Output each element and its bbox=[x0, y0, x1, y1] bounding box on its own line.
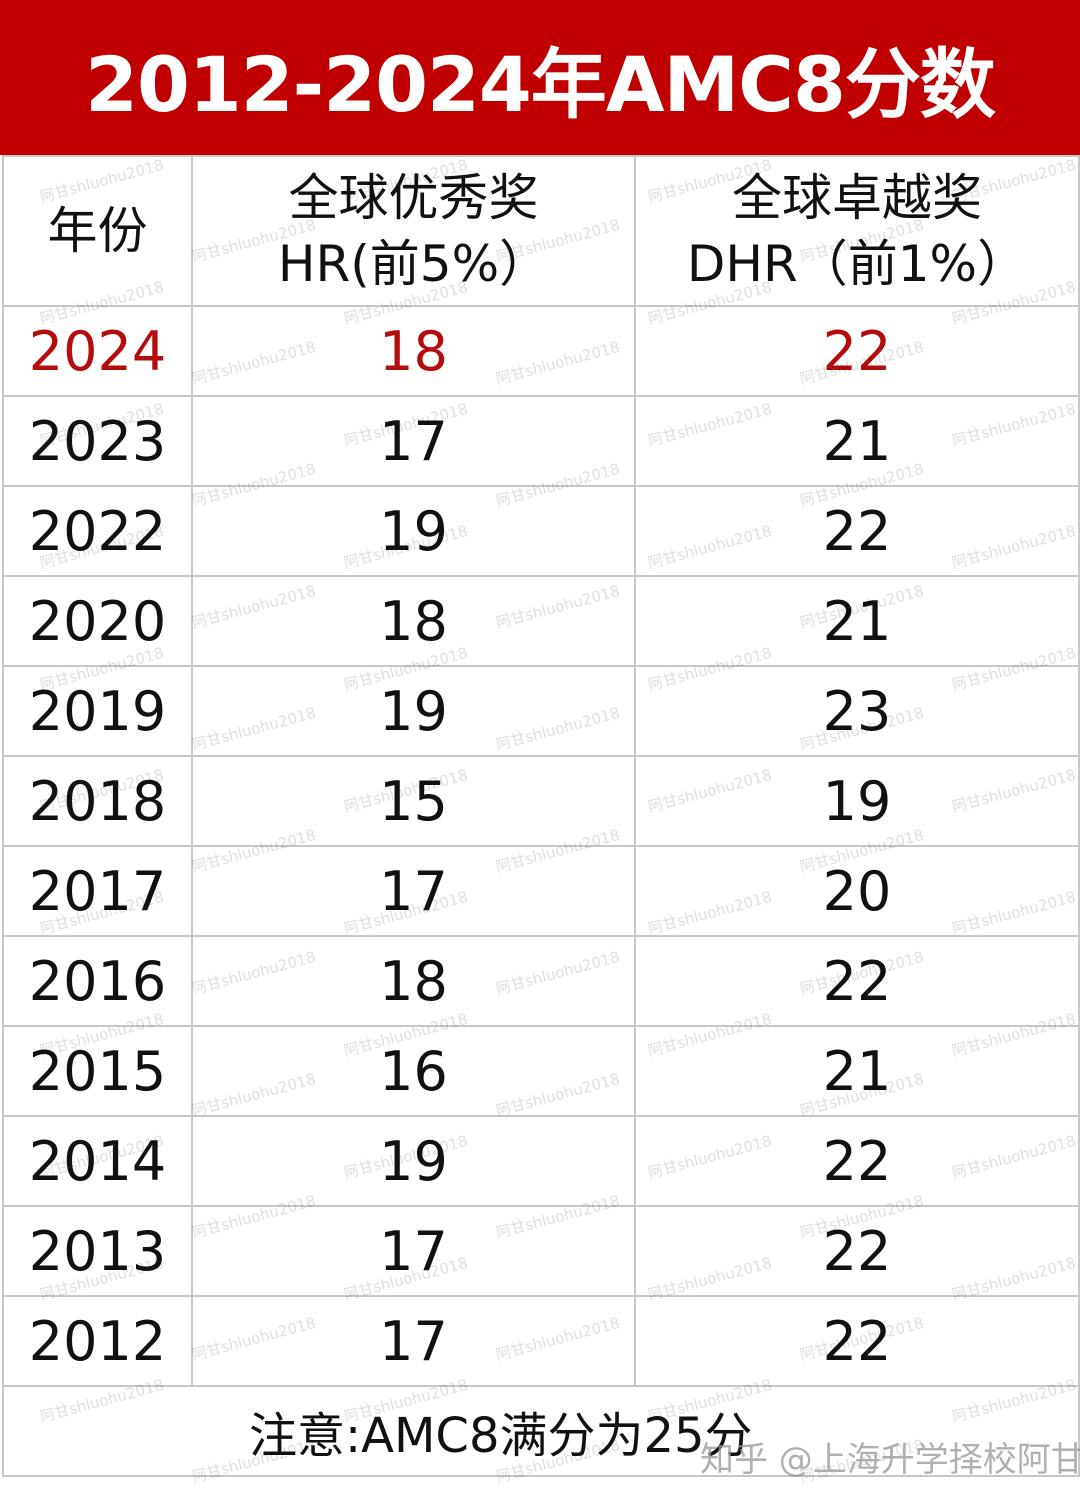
cell-hr: 18 bbox=[191, 935, 636, 1027]
cell-dhr: 21 bbox=[634, 1025, 1080, 1117]
cell-year: 2017 bbox=[2, 845, 193, 937]
footer-row: 注意:AMC8满分为25分 bbox=[2, 1385, 1080, 1477]
cell-hr: 18 bbox=[191, 575, 636, 667]
table-row: 2023 17 21 bbox=[2, 395, 1080, 487]
cell-year: 2023 bbox=[2, 395, 193, 487]
table-row: 2015 16 21 bbox=[2, 1025, 1080, 1117]
header-dhr-line1: 全球卓越奖 bbox=[732, 169, 982, 227]
cell-hr: 19 bbox=[191, 485, 636, 577]
table-row: 2020 18 21 bbox=[2, 575, 1080, 667]
cell-dhr: 22 bbox=[634, 485, 1080, 577]
page-title: 2012-2024年AMC8分数 bbox=[0, 0, 1080, 155]
cell-hr: 17 bbox=[191, 1205, 636, 1297]
cell-hr: 15 bbox=[191, 755, 636, 847]
footer-note: 注意:AMC8满分为25分 bbox=[2, 1385, 1080, 1477]
header-hr: 全球优秀奖 HR(前5%） bbox=[191, 155, 636, 307]
cell-dhr: 22 bbox=[634, 1205, 1080, 1297]
cell-year: 2012 bbox=[2, 1295, 193, 1387]
cell-hr: 17 bbox=[191, 845, 636, 937]
table-row: 2017 17 20 bbox=[2, 845, 1080, 937]
cell-year: 2020 bbox=[2, 575, 193, 667]
header-dhr: 全球卓越奖 DHR（前1%） bbox=[634, 155, 1080, 307]
table-row: 2012 17 22 bbox=[2, 1295, 1080, 1387]
table-row: 2016 18 22 bbox=[2, 935, 1080, 1027]
header-year: 年份 bbox=[2, 155, 193, 307]
table-row: 2019 19 23 bbox=[2, 665, 1080, 757]
cell-dhr: 21 bbox=[634, 575, 1080, 667]
header-row: 年份 全球优秀奖 HR(前5%） 全球卓越奖 DHR（前1%） bbox=[2, 155, 1080, 307]
cell-hr: 17 bbox=[191, 395, 636, 487]
cell-hr: 19 bbox=[191, 665, 636, 757]
cell-year: 2024 bbox=[2, 305, 193, 397]
cell-year: 2022 bbox=[2, 485, 193, 577]
cell-year: 2019 bbox=[2, 665, 193, 757]
cell-hr: 19 bbox=[191, 1115, 636, 1207]
cell-year: 2015 bbox=[2, 1025, 193, 1117]
cell-hr: 16 bbox=[191, 1025, 636, 1117]
cell-dhr: 19 bbox=[634, 755, 1080, 847]
cell-hr: 18 bbox=[191, 305, 636, 397]
amc8-score-table: 年份 全球优秀奖 HR(前5%） 全球卓越奖 DHR（前1%） 2024 18 22 20… bbox=[2, 155, 1080, 1477]
cell-dhr: 22 bbox=[634, 305, 1080, 397]
table-row: 2018 15 19 bbox=[2, 755, 1080, 847]
cell-year: 2014 bbox=[2, 1115, 193, 1207]
header-hr-line2: HR(前5%） bbox=[277, 235, 550, 293]
header-hr-line1: 全球优秀奖 bbox=[288, 169, 539, 227]
cell-dhr: 22 bbox=[634, 935, 1080, 1027]
cell-dhr: 21 bbox=[634, 395, 1080, 487]
cell-hr: 17 bbox=[191, 1295, 636, 1387]
table-row: 2013 17 22 bbox=[2, 1205, 1080, 1297]
header-dhr-line2: DHR（前1%） bbox=[686, 235, 1028, 293]
source-watermark: 知乎 @上海升学择校阿甘 bbox=[700, 1440, 1080, 1480]
table-row: 2024 18 22 bbox=[2, 305, 1080, 397]
cell-year: 2013 bbox=[2, 1205, 193, 1297]
cell-dhr: 20 bbox=[634, 845, 1080, 937]
table-row: 2014 19 22 bbox=[2, 1115, 1080, 1207]
cell-dhr: 23 bbox=[634, 665, 1080, 757]
cell-year: 2016 bbox=[2, 935, 193, 1027]
cell-dhr: 22 bbox=[634, 1115, 1080, 1207]
cell-dhr: 22 bbox=[634, 1295, 1080, 1387]
cell-year: 2018 bbox=[2, 755, 193, 847]
table-row: 2022 19 22 bbox=[2, 485, 1080, 577]
